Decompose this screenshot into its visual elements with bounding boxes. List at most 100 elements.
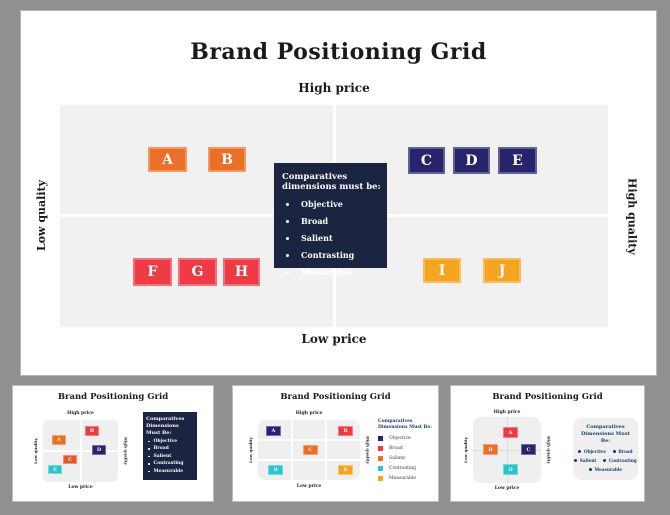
thumb1-axis-high-quality: High quality [123, 437, 129, 465]
axis-label-high-price: High price [298, 81, 370, 95]
bullet-icon [148, 455, 150, 457]
swatch-icon [378, 446, 383, 452]
slide-thumbnail-2[interactable]: Brand Positioning Grid High price Low pr… [233, 386, 438, 501]
brand-box-c[interactable]: C [408, 147, 445, 174]
axis-label-low-quality: Low quality [34, 180, 48, 252]
brand-box-b[interactable]: B [208, 147, 246, 172]
panel-item: Salient [574, 458, 596, 463]
panel-item: Broad [612, 449, 633, 454]
grid-divider [473, 449, 541, 451]
brand-box-a[interactable]: A [148, 147, 187, 172]
grid-divider [43, 450, 118, 452]
bullet-icon [612, 450, 616, 453]
grid-divider [258, 439, 360, 441]
thumb1-box-b: B [85, 426, 99, 436]
thumb3-axis-high-price: High price [493, 410, 521, 415]
thumb2-box-b: B [338, 426, 353, 436]
thumb1-box-a: A [52, 435, 66, 445]
panel-row: Objective Broad [576, 449, 635, 454]
bullet-icon [603, 459, 607, 462]
legend-item: Salient [378, 456, 436, 462]
brand-box-j[interactable]: J [483, 258, 521, 283]
thumb3-axis-low-price: Low price [494, 486, 520, 491]
panel-row: Measurable [576, 467, 635, 472]
bullet-icon [286, 253, 289, 257]
dimensions-callout-box[interactable]: Comparatives dimensions must be: Objecti… [274, 163, 387, 277]
brand-box-g[interactable]: G [178, 258, 217, 286]
slide-thumbnail-3[interactable]: Brand Positioning Grid High price Low pr… [451, 386, 644, 501]
thumb1-box-c: C [63, 455, 77, 464]
panel-row: Salient Contrasting [574, 458, 637, 463]
panel-item: Measurable [588, 467, 622, 472]
bullet-icon [148, 440, 150, 442]
axis-label-high-quality: High quality [625, 177, 639, 255]
swatch-icon [378, 456, 383, 462]
grid-divider [291, 420, 293, 480]
callout-item: Contrasting [286, 250, 387, 260]
thumb3-box-c: C [521, 444, 536, 455]
brand-box-f[interactable]: F [133, 258, 172, 286]
thumb3-axis-low-quality: Low quality [462, 437, 468, 463]
thumb3-box-b: B [483, 444, 498, 455]
callout-item: Measurable [286, 267, 387, 277]
thumb1-axis-high-price: High price [67, 411, 94, 416]
bullet-icon [286, 202, 289, 206]
thumb2-box-e: E [338, 465, 353, 475]
swatch-icon [378, 436, 383, 442]
bullet-icon [286, 219, 289, 223]
panel-heading: Comparatives Dimensions Must Be: [581, 424, 630, 444]
legend-item: Measurable [378, 476, 436, 482]
thumb1-title: Brand Positioning Grid [57, 392, 169, 402]
thumb3-box-a: A [503, 427, 518, 438]
thumb1-box-e: E [48, 465, 62, 474]
thumb3-box-d: D [503, 464, 518, 475]
bullet-icon [148, 470, 150, 472]
panel-heading: Comparatives Dimensions Must Be: [146, 416, 185, 436]
main-slide: Brand Positioning Grid High price Low pr… [21, 11, 656, 375]
bullet-icon [286, 236, 289, 240]
bullet-icon [588, 468, 592, 471]
bullet-icon [286, 270, 289, 274]
bullet-icon [148, 448, 150, 450]
panel-item: Measurable [148, 469, 194, 474]
callout-item: Objective [286, 199, 387, 209]
swatch-icon [378, 476, 383, 482]
legend-item: Broad [378, 446, 436, 452]
panel-item: Contrasting [603, 458, 637, 463]
brand-box-d[interactable]: D [453, 147, 490, 174]
positioning-grid: A B C D E F G H I J Comparatives dimensi… [60, 105, 608, 327]
legend-item: Objective [378, 436, 436, 442]
thumb2-axis-high-quality: High quality [365, 436, 371, 464]
legend-heading: Comparatives Dimensions Must Be: [378, 419, 432, 431]
panel-item: Salient [148, 454, 194, 459]
panel-item: Objective [578, 449, 606, 454]
panel-item: Objective [148, 439, 194, 444]
axis-label-low-price: Low price [301, 332, 367, 346]
legend-item: Contrasting [378, 466, 436, 472]
thumb1-axis-low-price: Low price [68, 485, 93, 490]
swatch-icon [378, 466, 383, 472]
grid-divider [258, 459, 360, 461]
panel-item: Broad [148, 446, 194, 451]
brand-box-e[interactable]: E [498, 147, 537, 174]
callout-item: Salient [286, 233, 387, 243]
thumb3-title: Brand Positioning Grid [492, 392, 603, 402]
thumb3-axis-high-quality: High quality [546, 436, 552, 464]
thumb1-box-d: D [92, 445, 106, 455]
thumb1-axis-low-quality: Low quality [32, 438, 38, 464]
panel-item: Contrasting [148, 461, 194, 466]
thumb3-dimensions-panel: Comparatives Dimensions Must Be: Objecti… [573, 418, 638, 480]
bullet-icon [578, 450, 582, 453]
thumb2-axis-low-quality: Low quality [247, 437, 253, 463]
thumb2-box-c: C [303, 445, 318, 455]
thumb2-axis-low-price: Low price [296, 484, 322, 489]
bullet-icon [148, 463, 150, 465]
thumb2-box-a: A [266, 426, 281, 436]
thumb2-legend: Comparatives Dimensions Must Be: Objecti… [378, 419, 436, 482]
bullet-icon [574, 459, 578, 462]
brand-box-h[interactable]: H [223, 258, 260, 286]
brand-box-i[interactable]: I [423, 258, 461, 283]
thumb1-dimensions-panel: Comparatives Dimensions Must Be: Objecti… [143, 412, 197, 480]
slide-thumbnail-1[interactable]: Brand Positioning Grid High price Low pr… [13, 386, 213, 501]
